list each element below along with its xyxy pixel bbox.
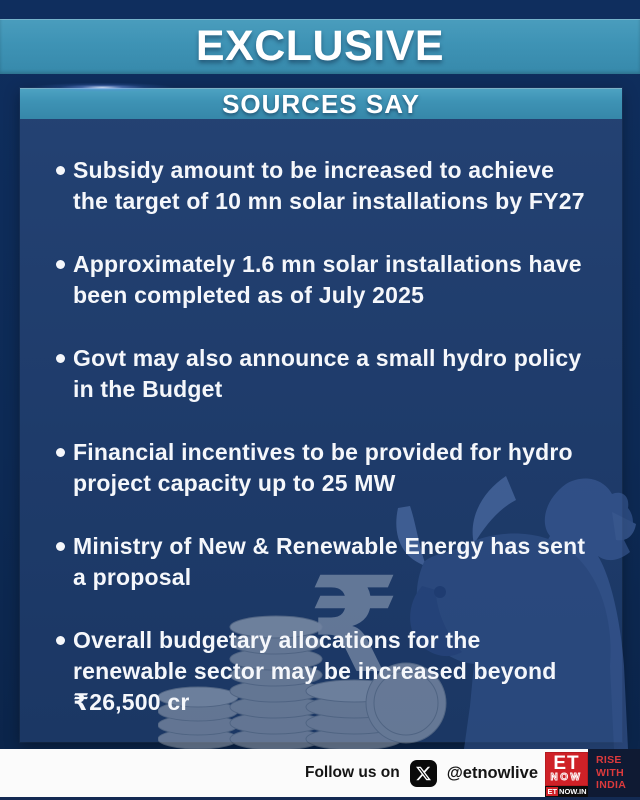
bullet-line: Ministry of New & Renewable Energy has s…	[73, 533, 586, 559]
bullet-line: the target of 10 mn solar installations …	[73, 188, 585, 214]
exclusive-banner: EXCLUSIVE	[0, 19, 640, 74]
bullet-item-hydro-policy: Govt may also announce a small hydro pol…	[20, 343, 600, 405]
bullet-line: a proposal	[73, 564, 192, 590]
sources-say-label: SOURCES SAY	[222, 88, 420, 119]
bullet-dot	[56, 354, 65, 363]
bullet-line: in the Budget	[73, 376, 223, 402]
follow-us-label: Follow us on	[305, 764, 400, 781]
site-suffix: NOW.IN	[559, 787, 587, 796]
logo-et-text: ET	[553, 753, 580, 774]
exclusive-label: EXCLUSIVE	[195, 22, 445, 70]
footer-bar: Follow us on @etnowlive	[0, 749, 588, 797]
sources-card: ₹ SOURCES SAY Subsidy	[20, 88, 636, 749]
tagline-line: INDIA	[596, 779, 627, 791]
bullet-dot	[56, 260, 65, 269]
tagline-line: RISE	[596, 754, 622, 766]
bullet-line: Approximately 1.6 mn solar installations…	[73, 251, 582, 277]
bullet-line: ₹26,500 cr	[73, 689, 190, 715]
bullet-line: Govt may also announce a small hydro pol…	[73, 345, 582, 371]
bullet-dot	[56, 636, 65, 645]
site-prefix: ET	[546, 787, 559, 796]
et-now-logo: ET NOW ET NOW.IN	[545, 752, 588, 797]
bullet-item-incentives: Financial incentives to be provided for …	[20, 437, 600, 499]
bullet-line: project capacity up to 25 MW	[73, 470, 396, 496]
bullet-line: been completed as of July 2025	[73, 282, 425, 308]
bottom-edge-strip	[0, 797, 640, 800]
bullet-line: Subsidy amount to be increased to achiev…	[73, 157, 555, 183]
x-twitter-icon[interactable]	[409, 759, 437, 787]
bullet-line: renewable sector may be increased beyond	[73, 658, 557, 684]
rise-with-india-tagline: RISE WITH INDIA	[588, 749, 640, 797]
twitter-handle[interactable]: @etnowlive	[446, 763, 538, 782]
bullet-dot	[56, 448, 65, 457]
bullet-line: Financial incentives to be provided for …	[73, 439, 573, 465]
et-now-logo-red-block: ET NOW	[545, 752, 588, 786]
bullet-dot	[56, 542, 65, 551]
bullet-item-allocations: Overall budgetary allocations for the re…	[20, 625, 600, 718]
sources-say-header: SOURCES SAY	[20, 88, 622, 119]
bullet-dot	[56, 166, 65, 175]
bullet-list: Subsidy amount to be increased to achiev…	[20, 119, 622, 750]
etnow-in-strip: ET NOW.IN	[545, 786, 588, 797]
logo-now-text: NOW	[550, 772, 583, 784]
bullet-item-ministry: Ministry of New & Renewable Energy has s…	[20, 531, 600, 593]
bullet-item-subsidy: Subsidy amount to be increased to achiev…	[20, 155, 600, 217]
bullet-item-installations: Approximately 1.6 mn solar installations…	[20, 249, 600, 311]
bullet-line: Overall budgetary allocations for the	[73, 627, 481, 653]
tagline-line: WITH	[596, 766, 625, 779]
